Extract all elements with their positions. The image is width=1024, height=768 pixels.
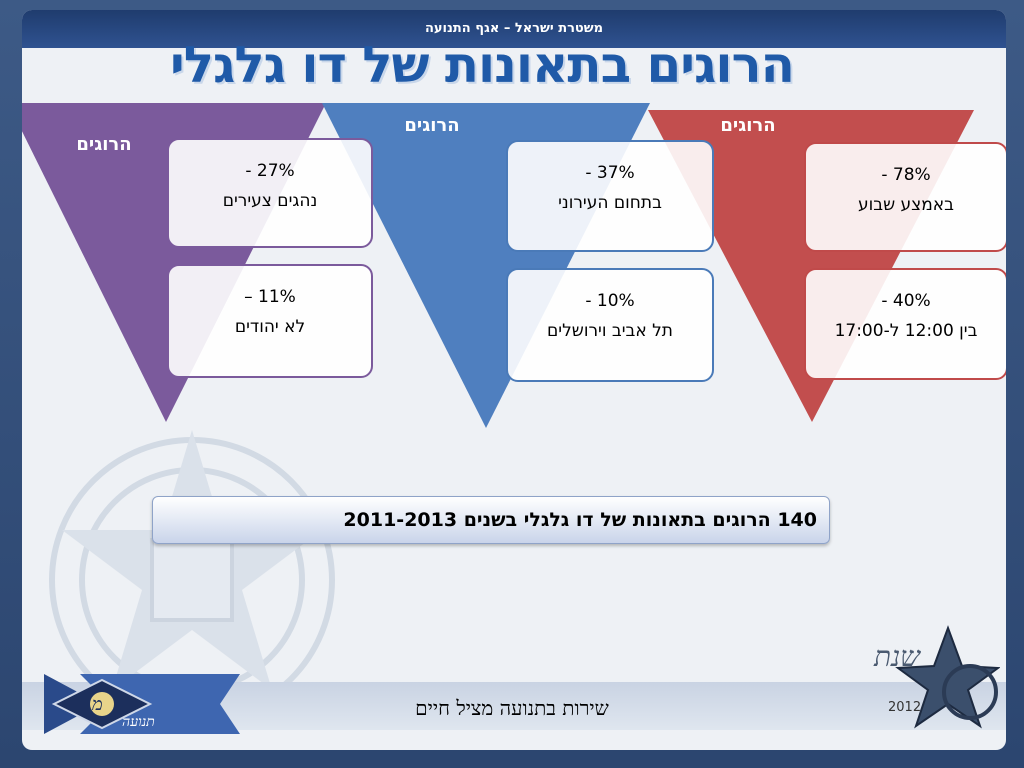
stat-description: לא יהודים [234,317,306,337]
traffic-police-logo [44,674,240,734]
stat-description: נהגים צעירים [222,191,318,211]
footer-slogan: שירות בתנועה מציל חיים [415,696,609,720]
stat-percent: 40% - [881,291,931,311]
stat-box-urban: 37% - בתחום העירוני [506,140,714,252]
org-line: משטרת ישראל – אגף התנועה [424,21,604,36]
red-triangle-label: הרוגים [720,115,776,136]
stat-box-midday: 40% - בין 12:00 ל-17:00 [804,268,1006,380]
stat-percent: 27% - [245,161,295,181]
slide: משטרת ישראל – אגף התנועה הרוגים בתאונות … [22,10,1006,750]
stat-box-midweek: 78% - באמצע שבוע [804,142,1006,252]
stat-percent: 11% – [244,287,296,307]
stat-description: בין 12:00 ל-17:00 [834,321,978,341]
top-bar: משטרת ישראל – אגף התנועה [22,10,1006,48]
purple-triangle-label: הרוגים [76,134,132,155]
slide-title: הרוגים בתאונות של דו גלגלי [170,36,795,94]
stat-box-tel-aviv-jerusalem: 10% - תל אביב וירושלים [506,268,714,382]
year-star-logo [895,625,1000,729]
stat-percent: 10% - [585,291,635,311]
stat-percent: 37% - [585,163,635,183]
stat-percent: 78% - [881,165,931,185]
stat-description: תל אביב וירושלים [547,321,673,341]
summary-banner: 140 הרוגים בתאונות של דו גלגלי בשנים 201… [152,496,830,544]
logo-left-letter: מ [92,694,103,715]
stat-description: באמצע שבוע [857,195,954,215]
stat-box-non-jews: 11% – לא יהודים [167,264,373,378]
logo-right-year: 2012 [888,700,922,715]
police-emblem-watermark [49,430,335,723]
stat-box-young-drivers: 27% - נהגים צעירים [167,138,373,248]
blue-triangle-label: הרוגים [404,115,460,136]
stat-description: בתחום העירוני [558,193,662,213]
logo-right-word: שנת [874,640,921,673]
logo-left-word: תנועה [122,714,155,730]
